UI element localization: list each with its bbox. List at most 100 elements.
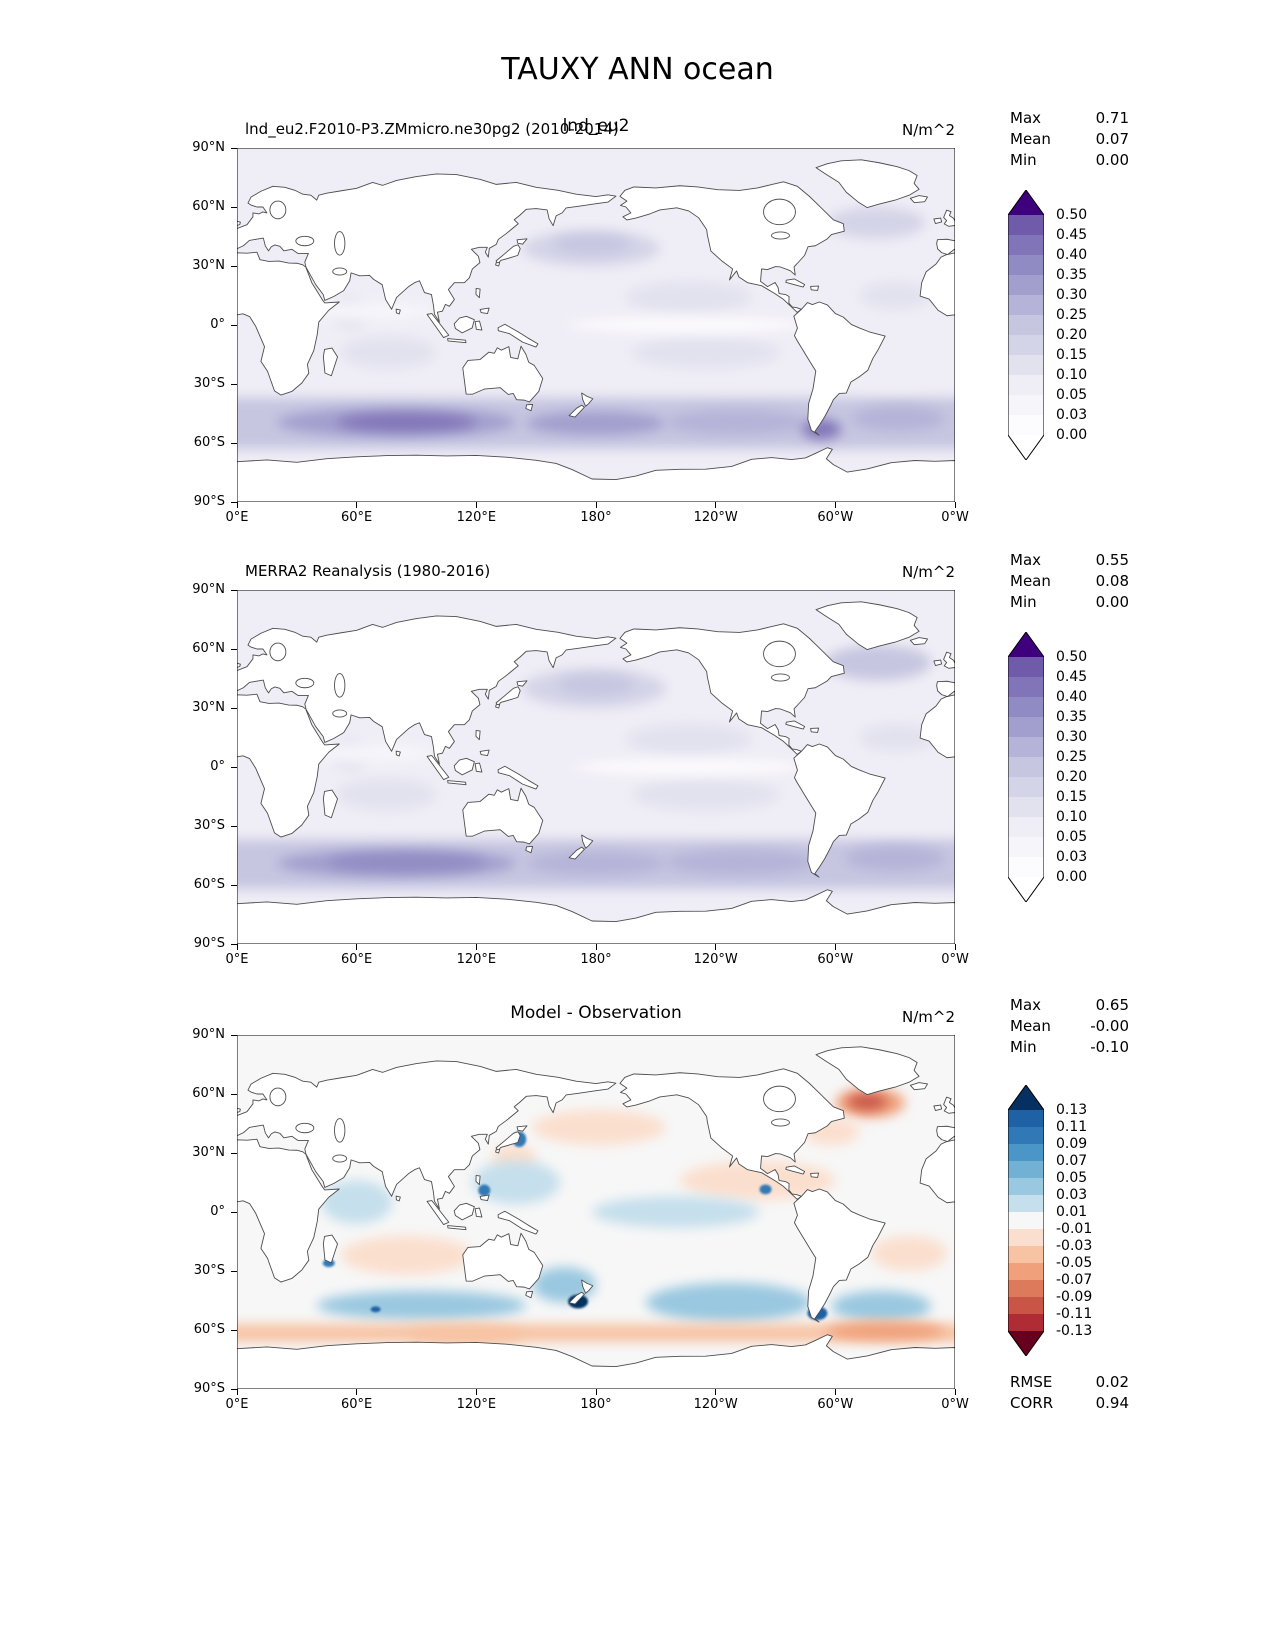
tick-mark <box>236 944 238 950</box>
stats-block: Max 0.65 Mean -0.00 Min -0.10 <box>1010 995 1129 1058</box>
lon-tick-label: 120°W <box>693 1397 738 1412</box>
tick-mark <box>231 590 237 591</box>
lon-tick-label: 180° <box>580 1397 612 1412</box>
lon-tick-label: 120°W <box>693 510 738 525</box>
stat-row: Mean 0.08 <box>1010 571 1129 592</box>
tick-mark <box>595 944 597 950</box>
lon-tick-label: 120°E <box>456 510 497 525</box>
tick-mark <box>231 1035 237 1036</box>
lon-tick-label: 0°E <box>225 510 249 525</box>
lon-tick-label: 60°E <box>341 510 373 525</box>
tick-mark <box>954 1389 956 1395</box>
metric-row: RMSE 0.02 <box>1010 1372 1129 1393</box>
stat-row: Max 0.55 <box>1010 550 1129 571</box>
metric-row: CORR 0.94 <box>1010 1393 1129 1414</box>
stat-value: 0.07 <box>1095 130 1129 148</box>
tick-mark <box>834 502 836 508</box>
tick-mark <box>715 1389 717 1395</box>
stat-value: -0.00 <box>1090 1017 1129 1035</box>
tick-mark <box>954 944 956 950</box>
colorbar-tick-label: 0.10 <box>1056 367 1088 383</box>
stats-block: Max 0.55 Mean 0.08 Min 0.00 <box>1010 550 1129 613</box>
lon-tick-label: 60°W <box>817 952 854 967</box>
lon-tick-label: 0°E <box>225 952 249 967</box>
colorbar-tick-label: 0.30 <box>1056 287 1088 303</box>
stat-label: Min <box>1010 1038 1037 1056</box>
panel-title-center: Model - Observation <box>510 1003 682 1023</box>
stat-value: 0.00 <box>1095 593 1129 611</box>
tick-mark <box>231 266 237 267</box>
colorbar-tick-label: 0.05 <box>1056 829 1088 845</box>
tick-mark <box>231 1094 237 1095</box>
metric-value: 0.02 <box>1095 1373 1129 1391</box>
panel-title-left: MERRA2 Reanalysis (1980-2016) <box>245 562 491 580</box>
colorbar-tick-label: 0.50 <box>1056 207 1088 223</box>
stat-value: 0.08 <box>1095 572 1129 590</box>
colorbar-tick-label: -0.09 <box>1056 1289 1093 1305</box>
lat-tick-label: 30°S <box>193 376 225 391</box>
colorbar-tick-label: -0.01 <box>1056 1221 1093 1237</box>
lat-tick-label: 60°N <box>192 1086 225 1101</box>
lon-tick-label: 60°W <box>817 510 854 525</box>
lat-tick-label: 60°N <box>192 199 225 214</box>
colorbar-tick-label: 0.20 <box>1056 327 1088 343</box>
colorbar-tick-label: -0.11 <box>1056 1306 1093 1322</box>
tick-mark <box>231 944 237 945</box>
tick-mark <box>356 944 358 950</box>
colorbar-tick-label: 0.45 <box>1056 669 1088 685</box>
lat-tick-label: 0° <box>210 759 225 774</box>
tick-mark <box>595 502 597 508</box>
lat-tick-label: 60°S <box>193 877 225 892</box>
tick-mark <box>231 502 237 503</box>
tick-mark <box>834 944 836 950</box>
colorbar-tick-label: 0.50 <box>1056 649 1088 665</box>
colorbar-tick-label: 0.10 <box>1056 809 1088 825</box>
colorbar <box>1008 1085 1044 1356</box>
tick-mark <box>231 826 237 827</box>
lon-tick-label: 0°W <box>941 1397 969 1412</box>
tick-mark <box>475 944 477 950</box>
colorbar-tick-label: 0.20 <box>1056 769 1088 785</box>
tick-mark <box>715 502 717 508</box>
metrics-block: RMSE 0.02 CORR 0.94 <box>1010 1372 1129 1414</box>
map-model <box>237 148 955 502</box>
tick-mark <box>236 1389 238 1395</box>
lat-tick-label: 0° <box>210 1204 225 1219</box>
colorbar <box>1008 190 1044 460</box>
units-label: N/m^2 <box>902 121 955 139</box>
tick-mark <box>236 502 238 508</box>
tick-mark <box>475 1389 477 1395</box>
stat-row: Min -0.10 <box>1010 1037 1129 1058</box>
lon-tick-label: 120°W <box>693 952 738 967</box>
units-label: N/m^2 <box>902 1008 955 1026</box>
lat-tick-label: 90°S <box>193 494 225 509</box>
lat-tick-label: 60°N <box>192 641 225 656</box>
lat-tick-label: 60°S <box>193 435 225 450</box>
tick-mark <box>595 1389 597 1395</box>
stat-label: Mean <box>1010 130 1051 148</box>
lat-tick-label: 30°S <box>193 818 225 833</box>
tick-mark <box>231 443 237 444</box>
colorbar-tick-label: 0.05 <box>1056 1170 1088 1186</box>
tick-mark <box>231 1212 237 1213</box>
stat-value: 0.71 <box>1095 109 1129 127</box>
stat-row: Max 0.65 <box>1010 995 1129 1016</box>
colorbar-tick-label: 0.00 <box>1056 869 1088 885</box>
tick-mark <box>231 384 237 385</box>
stat-row: Min 0.00 <box>1010 150 1129 171</box>
lat-tick-label: 90°N <box>192 140 225 155</box>
colorbar-tick-label: 0.45 <box>1056 227 1088 243</box>
lon-tick-label: 120°E <box>456 1397 497 1412</box>
lat-tick-label: 60°S <box>193 1322 225 1337</box>
colorbar-tick-label: 0.15 <box>1056 347 1088 363</box>
tick-mark <box>231 885 237 886</box>
map-canvas <box>237 1035 955 1389</box>
stat-value: 0.65 <box>1095 996 1129 1014</box>
colorbar-tick-label: -0.03 <box>1056 1238 1093 1254</box>
tick-mark <box>715 944 717 950</box>
colorbar <box>1008 632 1044 902</box>
colorbar-tick-label: 0.40 <box>1056 689 1088 705</box>
colorbar-tick-label: 0.35 <box>1056 267 1088 283</box>
stat-label: Mean <box>1010 1017 1051 1035</box>
